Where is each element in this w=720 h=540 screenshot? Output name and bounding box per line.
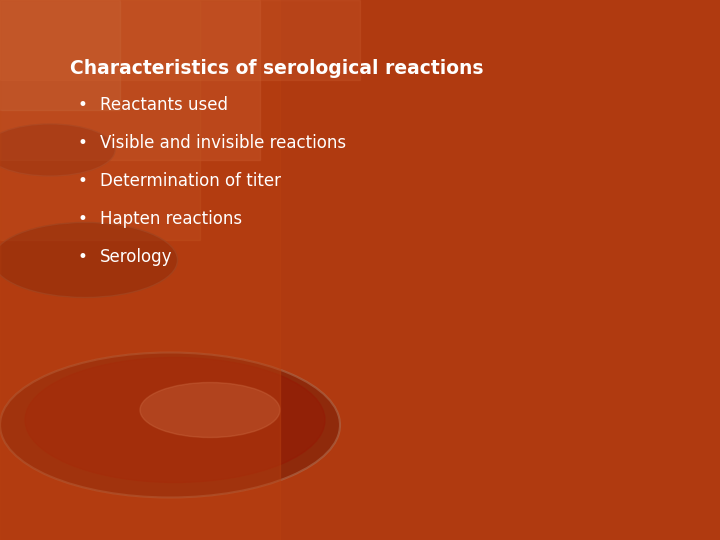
Text: Serology: Serology [100,248,173,266]
Ellipse shape [0,353,340,497]
Text: •: • [77,134,87,152]
Ellipse shape [0,222,178,298]
Text: •: • [77,210,87,228]
Bar [0,0,360,80]
Text: Characteristics of serological reactions: Characteristics of serological reactions [70,59,484,78]
Bar [0,0,200,240]
Bar [0,0,120,110]
Ellipse shape [25,357,325,483]
Text: Visible and invisible reactions: Visible and invisible reactions [100,134,346,152]
Ellipse shape [0,124,115,176]
Text: •: • [77,96,87,114]
Bar [0,0,260,160]
Text: Determination of titer: Determination of titer [100,172,281,190]
Bar [0,0,280,540]
Ellipse shape [140,382,280,437]
Text: •: • [77,172,87,190]
Text: Hapten reactions: Hapten reactions [100,210,242,228]
Text: •: • [77,248,87,266]
Text: Reactants used: Reactants used [100,96,228,114]
